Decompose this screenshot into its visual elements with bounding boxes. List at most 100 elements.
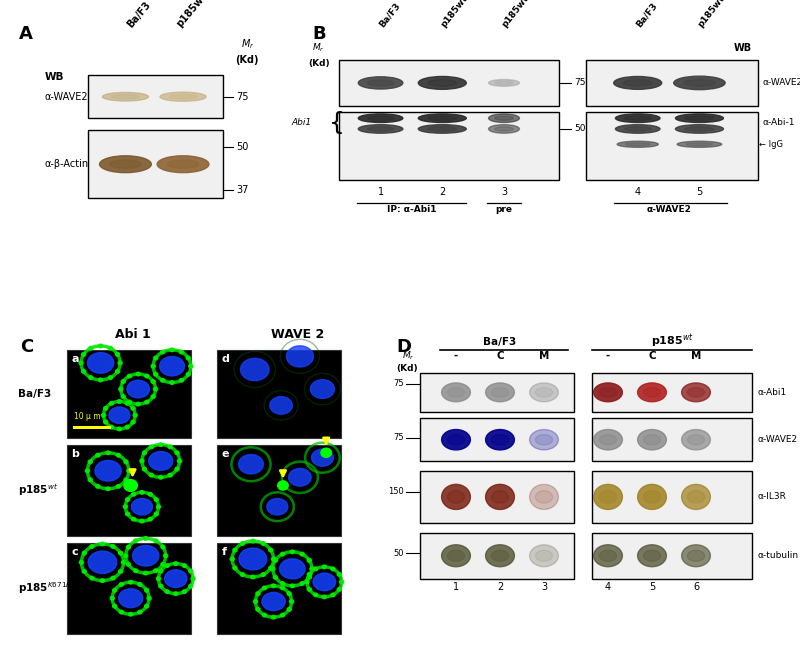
FancyBboxPatch shape: [88, 75, 223, 118]
Ellipse shape: [638, 484, 666, 510]
Circle shape: [122, 560, 126, 564]
Circle shape: [82, 353, 86, 356]
Circle shape: [79, 560, 83, 564]
Ellipse shape: [643, 491, 661, 503]
FancyBboxPatch shape: [66, 445, 191, 536]
Ellipse shape: [110, 160, 141, 169]
Circle shape: [150, 445, 154, 449]
Text: b: b: [71, 448, 79, 458]
Circle shape: [321, 448, 331, 458]
Ellipse shape: [118, 589, 142, 608]
Ellipse shape: [165, 570, 187, 588]
Circle shape: [124, 460, 128, 464]
Circle shape: [290, 600, 294, 603]
Circle shape: [151, 380, 155, 384]
Ellipse shape: [599, 388, 617, 397]
Circle shape: [140, 490, 144, 494]
Circle shape: [138, 610, 142, 614]
Circle shape: [189, 364, 193, 368]
Circle shape: [131, 420, 135, 424]
Text: Abi1: Abi1: [291, 118, 311, 127]
Circle shape: [307, 572, 311, 576]
Ellipse shape: [491, 388, 509, 397]
Circle shape: [161, 379, 165, 382]
Ellipse shape: [95, 460, 122, 481]
Circle shape: [281, 586, 285, 590]
Ellipse shape: [491, 435, 509, 445]
FancyBboxPatch shape: [420, 373, 574, 412]
Circle shape: [158, 570, 163, 573]
Ellipse shape: [447, 435, 465, 445]
Text: C: C: [496, 351, 504, 361]
Circle shape: [118, 570, 122, 573]
Circle shape: [111, 576, 115, 580]
Text: IP: α-Abi1: IP: α-Abi1: [386, 205, 436, 213]
FancyBboxPatch shape: [217, 543, 342, 634]
Circle shape: [121, 395, 126, 398]
Ellipse shape: [127, 380, 150, 398]
Circle shape: [307, 588, 311, 591]
Text: p185wt: p185wt: [501, 0, 531, 29]
Circle shape: [165, 564, 170, 568]
Ellipse shape: [418, 114, 466, 123]
Ellipse shape: [530, 484, 558, 510]
Text: 6: 6: [693, 582, 699, 592]
Circle shape: [157, 577, 161, 580]
Text: B: B: [312, 25, 326, 43]
Ellipse shape: [684, 79, 715, 86]
Ellipse shape: [643, 550, 661, 561]
Circle shape: [189, 584, 193, 588]
Circle shape: [88, 478, 92, 482]
Circle shape: [115, 353, 120, 356]
Ellipse shape: [310, 380, 334, 398]
Circle shape: [111, 545, 115, 548]
Text: Ba/F3: Ba/F3: [634, 1, 659, 29]
Circle shape: [287, 592, 291, 596]
Circle shape: [126, 402, 130, 405]
Text: C: C: [20, 338, 33, 356]
Circle shape: [108, 376, 113, 380]
Circle shape: [101, 579, 105, 582]
Text: p185$^{wt}$: p185$^{wt}$: [650, 332, 694, 350]
Ellipse shape: [367, 80, 394, 86]
Text: $M_r$: $M_r$: [241, 37, 254, 51]
Ellipse shape: [289, 468, 311, 486]
Circle shape: [106, 451, 110, 455]
Ellipse shape: [418, 125, 466, 133]
FancyBboxPatch shape: [586, 60, 758, 106]
FancyBboxPatch shape: [592, 418, 752, 461]
Ellipse shape: [491, 550, 509, 561]
Circle shape: [300, 552, 304, 556]
Circle shape: [151, 364, 155, 368]
Circle shape: [82, 370, 86, 374]
Ellipse shape: [594, 484, 622, 510]
Text: Abi 1: Abi 1: [114, 328, 150, 342]
Circle shape: [189, 570, 193, 573]
Circle shape: [158, 584, 163, 588]
Text: p185wt: p185wt: [439, 0, 470, 29]
Circle shape: [124, 478, 128, 482]
Circle shape: [145, 588, 149, 592]
Circle shape: [307, 576, 311, 579]
Text: 75: 75: [236, 92, 249, 101]
Circle shape: [150, 474, 154, 477]
Ellipse shape: [682, 430, 710, 450]
Ellipse shape: [266, 498, 288, 515]
FancyBboxPatch shape: [217, 445, 342, 536]
Ellipse shape: [599, 435, 617, 445]
Ellipse shape: [102, 93, 149, 101]
Ellipse shape: [160, 356, 185, 376]
Circle shape: [262, 586, 266, 590]
Circle shape: [191, 577, 195, 580]
Circle shape: [145, 604, 149, 608]
Text: A: A: [19, 25, 33, 43]
Ellipse shape: [494, 81, 514, 85]
Ellipse shape: [157, 156, 209, 173]
Circle shape: [175, 451, 179, 455]
Ellipse shape: [685, 127, 714, 131]
Ellipse shape: [167, 160, 198, 169]
Circle shape: [271, 616, 276, 619]
Circle shape: [233, 566, 237, 570]
Ellipse shape: [530, 545, 558, 567]
Text: 75: 75: [574, 79, 586, 87]
